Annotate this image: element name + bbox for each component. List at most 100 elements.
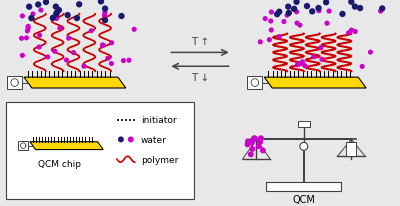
Circle shape	[74, 16, 80, 22]
FancyBboxPatch shape	[6, 102, 194, 199]
Circle shape	[256, 143, 262, 149]
Circle shape	[53, 4, 59, 11]
Circle shape	[28, 16, 34, 22]
Text: water: water	[141, 135, 166, 144]
Circle shape	[105, 56, 110, 62]
Circle shape	[360, 64, 365, 70]
Circle shape	[348, 0, 354, 6]
Circle shape	[379, 6, 385, 13]
Circle shape	[56, 8, 62, 14]
Circle shape	[19, 36, 24, 42]
Circle shape	[274, 12, 280, 18]
Text: QCM: QCM	[292, 194, 315, 204]
Text: QCM chip: QCM chip	[38, 159, 81, 168]
Circle shape	[324, 21, 330, 27]
Bar	[248, 77, 262, 90]
Circle shape	[53, 12, 60, 18]
Circle shape	[296, 62, 302, 67]
Circle shape	[281, 20, 286, 25]
Polygon shape	[24, 78, 126, 89]
Text: T ↓: T ↓	[191, 73, 209, 83]
Circle shape	[64, 13, 71, 19]
Circle shape	[26, 5, 32, 11]
Bar	[346, 143, 356, 157]
Bar	[18, 141, 28, 151]
Bar	[266, 182, 342, 191]
Circle shape	[20, 14, 25, 19]
Circle shape	[267, 38, 272, 43]
Circle shape	[293, 0, 300, 6]
Circle shape	[258, 136, 264, 142]
Circle shape	[294, 10, 299, 15]
Circle shape	[300, 60, 305, 65]
Circle shape	[121, 59, 126, 64]
Polygon shape	[264, 78, 366, 89]
Circle shape	[57, 26, 62, 32]
Circle shape	[76, 2, 82, 8]
Circle shape	[258, 40, 263, 45]
Circle shape	[320, 57, 324, 62]
Circle shape	[291, 7, 297, 13]
Circle shape	[315, 6, 322, 12]
Circle shape	[269, 10, 274, 15]
Circle shape	[25, 29, 30, 34]
Circle shape	[66, 36, 71, 42]
Circle shape	[26, 25, 31, 30]
Circle shape	[339, 12, 346, 18]
Circle shape	[294, 21, 300, 27]
Circle shape	[71, 51, 76, 56]
Circle shape	[132, 28, 137, 33]
Circle shape	[102, 14, 107, 19]
Circle shape	[277, 35, 282, 40]
Circle shape	[109, 62, 114, 67]
Circle shape	[26, 26, 31, 32]
Circle shape	[257, 139, 263, 145]
Circle shape	[311, 55, 316, 60]
Circle shape	[102, 11, 107, 16]
Circle shape	[352, 4, 358, 11]
Circle shape	[45, 55, 50, 60]
Circle shape	[304, 4, 310, 10]
Circle shape	[302, 64, 307, 69]
Circle shape	[378, 9, 383, 15]
Circle shape	[100, 43, 106, 49]
Circle shape	[349, 28, 354, 34]
Circle shape	[98, 0, 104, 6]
Circle shape	[37, 33, 42, 39]
Circle shape	[285, 5, 291, 11]
Circle shape	[251, 136, 257, 142]
Circle shape	[50, 16, 56, 22]
Circle shape	[260, 148, 266, 154]
Circle shape	[30, 12, 36, 18]
Circle shape	[252, 136, 258, 142]
Circle shape	[353, 30, 358, 35]
Circle shape	[326, 9, 332, 15]
Circle shape	[249, 140, 255, 146]
Text: T ↑: T ↑	[191, 37, 209, 47]
Bar	[298, 121, 310, 127]
Circle shape	[52, 49, 57, 55]
Circle shape	[20, 54, 25, 59]
Polygon shape	[30, 142, 103, 150]
Circle shape	[102, 6, 108, 13]
Circle shape	[248, 152, 254, 158]
Circle shape	[276, 9, 282, 16]
Text: polymer: polymer	[141, 155, 178, 164]
Circle shape	[286, 11, 292, 17]
Circle shape	[244, 142, 250, 148]
Circle shape	[89, 29, 94, 34]
Circle shape	[35, 2, 41, 9]
Circle shape	[128, 137, 134, 143]
Circle shape	[43, 0, 49, 6]
Circle shape	[249, 146, 255, 152]
Circle shape	[300, 143, 308, 151]
Circle shape	[297, 23, 302, 29]
Circle shape	[284, 14, 290, 19]
Circle shape	[102, 18, 108, 24]
Circle shape	[268, 19, 273, 25]
Circle shape	[263, 17, 268, 22]
Circle shape	[346, 31, 351, 36]
Circle shape	[245, 139, 251, 145]
Circle shape	[54, 17, 59, 22]
Circle shape	[126, 58, 132, 63]
